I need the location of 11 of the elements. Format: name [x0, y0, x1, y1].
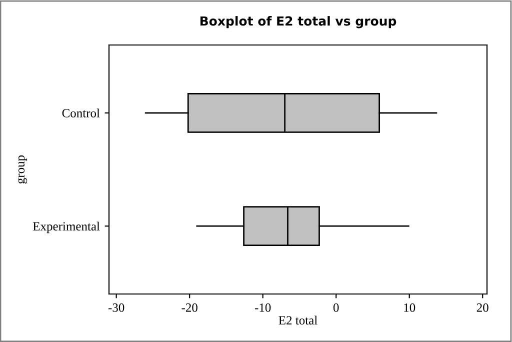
y-tick-label: Control: [62, 108, 100, 118]
x-tick-label: -20: [182, 303, 198, 312]
x-tick-label: 20: [476, 303, 488, 312]
x-tick-label: 10: [404, 303, 416, 312]
x-axis-title: E2 total: [278, 316, 318, 325]
y-tick-label: Experimental: [33, 222, 100, 234]
x-tick-label: -30: [108, 303, 124, 312]
x-tick-label: 0: [333, 303, 339, 312]
x-tick-label: -10: [254, 303, 271, 312]
y-axis-title: group: [18, 155, 28, 184]
chart-title: Boxplot of E2 total vs group: [200, 16, 396, 28]
